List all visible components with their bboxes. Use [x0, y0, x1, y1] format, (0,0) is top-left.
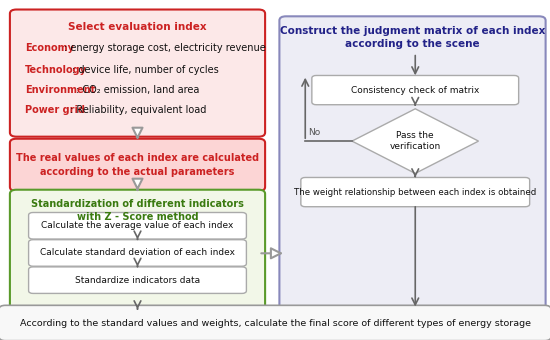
FancyBboxPatch shape [10, 190, 265, 310]
Text: : energy storage cost, electricity revenue: : energy storage cost, electricity reven… [64, 42, 266, 53]
Text: : CO₂ emission, land area: : CO₂ emission, land area [76, 85, 199, 95]
FancyBboxPatch shape [279, 16, 546, 310]
Text: : device life, number of cycles: : device life, number of cycles [72, 65, 218, 75]
Polygon shape [352, 109, 478, 173]
Text: According to the standard values and weights, calculate the final score of diffe: According to the standard values and wei… [19, 319, 531, 327]
FancyBboxPatch shape [10, 10, 265, 137]
Text: : Reliability, equivalent load: : Reliability, equivalent load [70, 105, 207, 116]
FancyBboxPatch shape [0, 305, 550, 340]
Text: Standardize indicators data: Standardize indicators data [75, 276, 200, 285]
Text: Select evaluation index: Select evaluation index [68, 22, 207, 32]
Text: Economy: Economy [25, 42, 74, 53]
Text: Standardization of different indicators
with Z - Score method: Standardization of different indicators … [31, 199, 244, 222]
Text: Environment: Environment [25, 85, 95, 95]
FancyBboxPatch shape [29, 212, 246, 239]
FancyBboxPatch shape [301, 177, 530, 207]
Text: Construct the judgment matrix of each index
according to the scene: Construct the judgment matrix of each in… [280, 26, 545, 49]
FancyBboxPatch shape [29, 267, 246, 293]
Text: No: No [308, 128, 320, 137]
Text: Technology: Technology [25, 65, 87, 75]
Text: Calculate the average value of each index: Calculate the average value of each inde… [41, 221, 234, 230]
Text: Pass the
verification: Pass the verification [389, 131, 441, 151]
FancyBboxPatch shape [29, 240, 246, 266]
Text: Calculate standard deviation of each index: Calculate standard deviation of each ind… [40, 249, 235, 257]
Text: Consistency check of matrix: Consistency check of matrix [351, 86, 480, 95]
Text: The real values of each index are calculated
according to the actual parameters: The real values of each index are calcul… [16, 153, 259, 177]
Text: The weight relationship between each index is obtained: The weight relationship between each ind… [294, 188, 536, 197]
Text: Power grid: Power grid [25, 105, 85, 116]
FancyBboxPatch shape [10, 139, 265, 191]
FancyBboxPatch shape [312, 75, 519, 105]
